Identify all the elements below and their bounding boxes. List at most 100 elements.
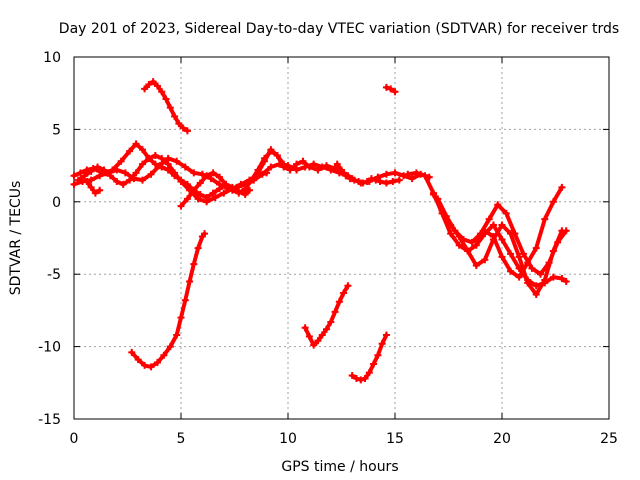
data-point <box>494 201 502 209</box>
data-point <box>318 331 326 339</box>
data-point <box>216 180 224 188</box>
data-point <box>489 233 497 241</box>
data-point <box>177 314 185 322</box>
data-point <box>367 175 375 183</box>
data-point <box>391 88 399 96</box>
data-point <box>177 202 185 210</box>
data-point <box>87 176 95 184</box>
data-point <box>532 282 540 290</box>
data-point <box>299 157 307 165</box>
data-point <box>132 140 140 148</box>
series-arc-12 <box>348 331 390 384</box>
data-point <box>532 290 540 298</box>
data-point <box>355 178 363 186</box>
data-point <box>481 256 489 264</box>
data-point <box>171 112 179 120</box>
data-point <box>545 259 553 267</box>
data-point <box>352 374 360 382</box>
data-point <box>382 331 390 339</box>
series-arc-5 <box>141 78 191 135</box>
data-point <box>391 169 399 177</box>
data-point <box>203 198 211 206</box>
data-point <box>554 238 562 246</box>
data-point <box>190 186 198 194</box>
y-tick-label: -10 <box>38 340 61 356</box>
data-point <box>70 172 78 180</box>
data-point <box>489 221 497 229</box>
data-point <box>260 157 268 165</box>
tick-layer: 0 5 10 15 20 25 -15 -10 -5 0 5 10 <box>38 50 618 447</box>
data-point <box>532 244 540 252</box>
series-arc-9 <box>333 160 403 187</box>
y-tick-label: -15 <box>38 412 61 428</box>
data-point <box>382 170 390 178</box>
data-point <box>314 166 322 174</box>
data-point <box>537 270 545 278</box>
data-point <box>387 85 395 93</box>
data-point <box>149 78 157 86</box>
data-point <box>519 250 527 258</box>
data-point <box>498 253 506 261</box>
y-tick-label: 0 <box>52 195 61 211</box>
data-point <box>335 298 343 306</box>
data-point <box>263 169 271 177</box>
data-point <box>87 183 95 191</box>
data-point <box>293 160 301 168</box>
data-point <box>267 146 275 154</box>
data-point <box>117 157 125 165</box>
data-point <box>524 259 532 267</box>
data-point <box>209 169 217 177</box>
data-point <box>357 376 365 384</box>
data-point <box>190 260 198 268</box>
data-point <box>83 178 91 186</box>
data-point <box>126 147 134 155</box>
data-point <box>132 169 140 177</box>
series-arc-4 <box>83 178 104 197</box>
data-point <box>141 85 149 93</box>
data-point <box>502 209 510 217</box>
data-point <box>186 277 194 285</box>
y-tick-label: -5 <box>47 267 61 283</box>
data-point <box>378 340 386 348</box>
data-point <box>113 178 121 186</box>
data-point <box>138 160 146 168</box>
data-point <box>151 160 159 168</box>
data-point <box>190 169 198 177</box>
data-point <box>273 151 281 159</box>
data-point <box>267 163 275 171</box>
y-axis-label: SDTVAR / TECUs <box>8 181 24 296</box>
data-point <box>156 162 164 170</box>
x-tick-label: 10 <box>279 431 297 447</box>
data-point <box>541 276 549 284</box>
data-point <box>70 180 78 188</box>
data-point <box>183 127 191 135</box>
data-point <box>363 178 371 186</box>
data-point <box>528 264 536 272</box>
data-point <box>472 238 480 246</box>
data-point <box>96 172 104 180</box>
data-point <box>549 273 557 281</box>
x-axis-label: GPS time / hours <box>281 459 398 475</box>
data-point <box>121 169 129 177</box>
data-point <box>76 169 84 177</box>
data-point <box>442 212 450 220</box>
data-point <box>498 235 506 243</box>
data-point <box>346 175 354 183</box>
data-point <box>434 195 442 203</box>
data-point <box>382 179 390 187</box>
data-point <box>344 282 352 290</box>
data-point <box>541 215 549 223</box>
data-point <box>374 351 382 359</box>
data-point <box>340 289 348 297</box>
data-point <box>160 351 168 359</box>
data-point <box>138 146 146 154</box>
data-point <box>459 235 467 243</box>
data-point <box>472 262 480 270</box>
x-tick-label: 20 <box>493 431 511 447</box>
data-point <box>558 183 566 191</box>
data-point <box>549 198 557 206</box>
data-point <box>558 275 566 283</box>
data-point <box>515 273 523 281</box>
